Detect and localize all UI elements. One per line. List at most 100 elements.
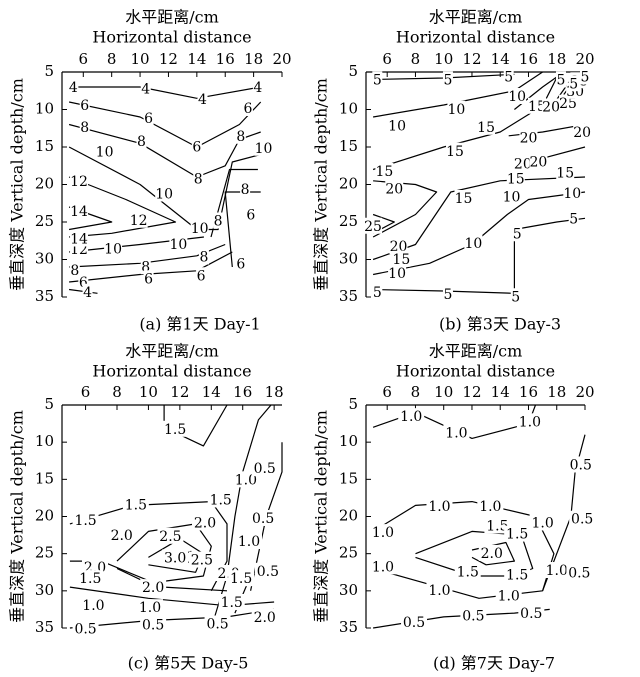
contour-label: 1.0 <box>372 559 394 575</box>
contour-label-bg <box>542 98 561 115</box>
contour-label-bg <box>242 100 253 116</box>
contour-label: 0.5 <box>462 608 484 624</box>
y-tick-label: 5 <box>44 62 54 80</box>
contour-label-bg <box>122 496 149 513</box>
contour-label: 1.5 <box>74 513 96 529</box>
contour-label: 0.5 <box>403 615 425 631</box>
contour-label-bg <box>392 250 411 267</box>
x-tick-label: 12 <box>462 50 481 68</box>
contour-label: 4 <box>141 82 150 98</box>
contour-label-bg <box>188 551 215 568</box>
contour-line-6 <box>68 101 262 148</box>
x-tick-label: 12 <box>462 383 481 401</box>
contour-label-bg <box>580 68 590 85</box>
x-tick-label: 6 <box>382 383 392 401</box>
contour-label: 0.5 <box>571 512 593 528</box>
contour-label-bg <box>389 238 408 254</box>
contour-label: 1.0 <box>445 426 467 442</box>
contour-label-bg <box>254 562 281 579</box>
contour-label: 5 <box>557 73 566 89</box>
contour-label-bg <box>251 460 278 477</box>
contour-label-bg <box>401 614 428 631</box>
contour-label-bg <box>372 71 383 88</box>
contour-label: 0.5 <box>568 565 590 581</box>
contour-label: 1.0 <box>400 409 422 425</box>
contour-label-bg <box>372 283 383 300</box>
y-tick-label: 35 <box>35 287 54 305</box>
contour-label: 20 <box>542 100 560 116</box>
contour-label: 8 <box>199 250 208 266</box>
contour-label-bg <box>568 210 579 227</box>
contour-label: 1.0 <box>498 588 520 604</box>
contour-label: 10 <box>388 118 406 134</box>
contour-label: 14 <box>70 232 88 248</box>
contour-label-bg <box>235 127 246 144</box>
contour-label: 2.0 <box>111 528 133 544</box>
y-tick-label: 20 <box>339 507 358 525</box>
panel-caption: (a) 第1天 Day-1 <box>139 315 260 334</box>
contour-label-bg <box>95 143 114 160</box>
y-tick-label: 30 <box>339 581 358 599</box>
contour-label: 5 <box>569 211 578 227</box>
contour-label-bg <box>446 142 465 159</box>
contour-label-bg <box>72 512 99 529</box>
contour-label: 2.0 <box>142 580 164 596</box>
contour-label: 1.5 <box>221 595 243 611</box>
x-tick-label: 8 <box>411 383 421 401</box>
contour-label-bg <box>398 408 425 425</box>
contour-label: 8 <box>194 172 203 188</box>
y-tick-label: 35 <box>339 618 358 636</box>
contour-label: 0.5 <box>206 617 228 633</box>
contour-line-12 <box>68 176 177 238</box>
x-tick-label: 6 <box>79 50 89 68</box>
contour-label-bg <box>563 184 582 201</box>
contour-label: 6 <box>144 111 153 127</box>
contour-label-bg <box>254 139 273 156</box>
contour-label: 2.5 <box>159 529 181 545</box>
contour-label-bg <box>140 80 151 97</box>
y-tick-label: 25 <box>35 544 54 562</box>
contour-label-bg <box>197 91 208 107</box>
contour-label-bg <box>69 262 80 278</box>
contour-label-bg <box>70 202 89 219</box>
x-tick-label: 10 <box>139 383 158 401</box>
contour-label: 8 <box>70 263 79 279</box>
y-tick-label: 30 <box>339 250 358 268</box>
y-tick-label: 5 <box>348 395 358 413</box>
contour-label: 1.5 <box>125 498 147 514</box>
contour-label-bg <box>503 68 514 85</box>
contour-label-bg <box>504 525 531 542</box>
contour-label: 6 <box>236 256 245 272</box>
contour-label-bg <box>140 258 151 275</box>
contour-label: 15 <box>556 166 574 182</box>
xlabel-en: Horizontal distance <box>92 28 251 47</box>
y-tick-label: 10 <box>35 100 54 118</box>
contour-label: 15 <box>455 191 473 207</box>
contour-label-bg <box>136 133 147 149</box>
contour-label: 14 <box>70 204 88 220</box>
ylabel: 垂直深度 Vertical depth/cm <box>312 78 331 291</box>
contour-label: 10 <box>96 145 114 161</box>
contour-label-bg <box>502 188 521 205</box>
x-tick-label: 10 <box>434 383 453 401</box>
contour-label-bg <box>79 118 90 135</box>
xlabel-en: Horizontal distance <box>396 362 555 381</box>
contour-label: 15 <box>477 120 495 136</box>
contour-label: 5 <box>569 76 578 92</box>
contour-line-5 <box>373 217 586 294</box>
contour-line-1_0 <box>69 586 275 607</box>
contour-label: 10 <box>104 241 122 257</box>
contour-label: 10 <box>191 221 209 237</box>
contour-label: 1.0 <box>479 499 501 515</box>
contour-label: 2.0 <box>254 610 276 626</box>
contour-label-bg <box>567 456 594 473</box>
y-tick-label: 35 <box>339 287 358 305</box>
contour-label-bg <box>80 596 107 613</box>
contour-label-bg <box>70 230 89 247</box>
contour-label-bg <box>190 220 209 236</box>
contour-label-bg <box>504 566 531 583</box>
contour-label-bg <box>162 420 189 437</box>
y-tick-label: 10 <box>339 100 358 118</box>
contour-line-10 <box>372 71 543 118</box>
y-tick-label: 30 <box>35 250 54 268</box>
